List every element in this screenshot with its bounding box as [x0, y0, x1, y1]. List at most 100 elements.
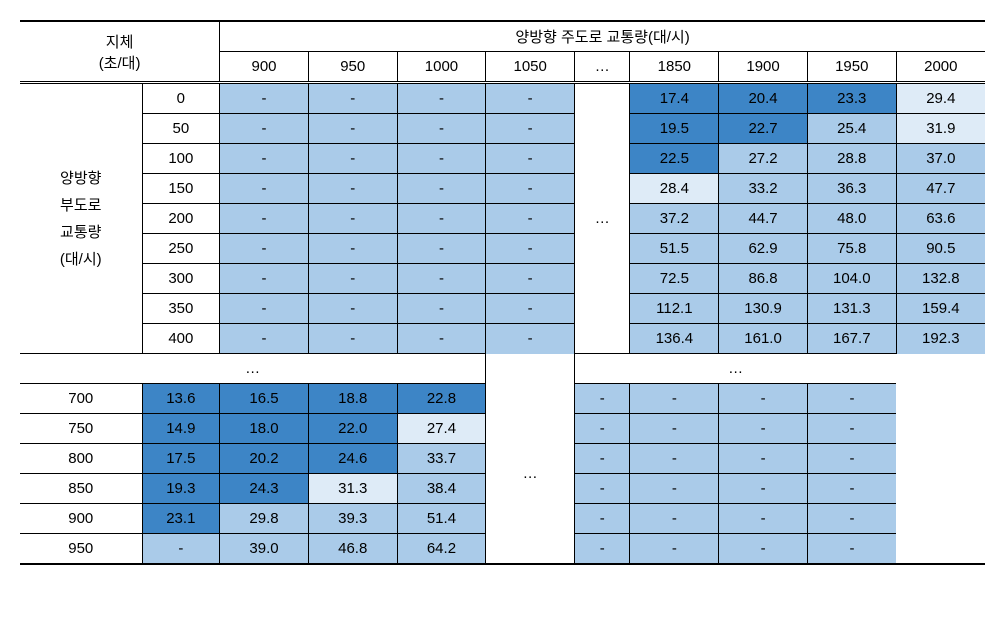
row-header-side-volume: 양방향부도로교통량(대/시) — [20, 83, 142, 354]
data-cell: - — [397, 144, 486, 174]
data-cell: 31.3 — [308, 474, 397, 504]
col-header: 1950 — [807, 52, 896, 83]
traffic-delay-table: 지체 (초/대) 양방향 주도로 교통량(대/시) 90095010001050… — [20, 20, 985, 565]
data-cell: - — [719, 504, 808, 534]
data-cell: - — [719, 444, 808, 474]
row-label: 400 — [142, 324, 220, 354]
data-cell: 37.0 — [896, 144, 985, 174]
data-cell: 22.8 — [397, 384, 486, 414]
data-cell: 46.8 — [308, 534, 397, 565]
mid-dots-left: … — [20, 354, 486, 384]
data-cell: 51.4 — [397, 504, 486, 534]
data-cell: - — [486, 294, 575, 324]
data-cell: 33.7 — [397, 444, 486, 474]
row-label: 50 — [142, 114, 220, 144]
data-cell: 27.2 — [719, 144, 808, 174]
dots-cell: … — [486, 384, 575, 565]
col-header: 1000 — [397, 52, 486, 83]
dots-cell: … — [575, 83, 630, 354]
col-header-dots: … — [575, 52, 630, 83]
data-cell: - — [308, 174, 397, 204]
data-cell: 136.4 — [630, 324, 719, 354]
data-cell: 19.5 — [630, 114, 719, 144]
data-cell: - — [486, 174, 575, 204]
data-cell: - — [397, 234, 486, 264]
data-cell: - — [575, 504, 630, 534]
data-cell: 23.3 — [807, 83, 896, 114]
row-label: 100 — [142, 144, 220, 174]
data-cell: - — [308, 114, 397, 144]
data-cell: - — [308, 83, 397, 114]
data-cell: - — [486, 83, 575, 114]
header-delay: 지체 (초/대) — [20, 21, 220, 83]
data-cell: 39.3 — [308, 504, 397, 534]
data-cell: - — [486, 324, 575, 354]
data-cell: 18.8 — [308, 384, 397, 414]
data-cell: 44.7 — [719, 204, 808, 234]
data-cell: 38.4 — [397, 474, 486, 504]
data-cell: 64.2 — [397, 534, 486, 565]
data-cell: 39.0 — [220, 534, 309, 565]
data-cell: - — [220, 174, 309, 204]
data-cell: - — [630, 444, 719, 474]
row-label: 900 — [20, 504, 142, 534]
data-cell: 132.8 — [896, 264, 985, 294]
data-cell: 17.4 — [630, 83, 719, 114]
data-cell: - — [807, 474, 896, 504]
data-cell: 28.8 — [807, 144, 896, 174]
data-cell: 90.5 — [896, 234, 985, 264]
row-label: 300 — [142, 264, 220, 294]
data-cell: 159.4 — [896, 294, 985, 324]
data-cell: 62.9 — [719, 234, 808, 264]
data-cell: - — [220, 294, 309, 324]
data-cell: - — [630, 534, 719, 565]
data-cell: - — [308, 144, 397, 174]
data-cell: 20.2 — [220, 444, 309, 474]
col-header: 1850 — [630, 52, 719, 83]
header-delay-unit: (초/대) — [20, 52, 219, 73]
data-cell: 167.7 — [807, 324, 896, 354]
data-cell: - — [397, 324, 486, 354]
data-cell: - — [719, 414, 808, 444]
data-cell: - — [397, 83, 486, 114]
data-cell: - — [308, 294, 397, 324]
header-delay-text: 지체 — [20, 31, 219, 52]
data-cell: 22.5 — [630, 144, 719, 174]
data-cell: - — [807, 504, 896, 534]
data-cell: 72.5 — [630, 264, 719, 294]
data-cell: - — [142, 534, 220, 565]
data-cell: - — [220, 234, 309, 264]
data-cell: 22.7 — [719, 114, 808, 144]
data-cell: 29.8 — [220, 504, 309, 534]
data-cell: - — [397, 174, 486, 204]
data-cell: 161.0 — [719, 324, 808, 354]
data-cell: 19.3 — [142, 474, 220, 504]
data-cell: 112.1 — [630, 294, 719, 324]
row-label: 200 — [142, 204, 220, 234]
data-cell: 13.6 — [142, 384, 220, 414]
data-cell: - — [630, 414, 719, 444]
data-cell: - — [807, 384, 896, 414]
col-header: 2000 — [896, 52, 985, 83]
data-cell: - — [220, 264, 309, 294]
data-cell: 24.3 — [220, 474, 309, 504]
data-cell: - — [575, 534, 630, 565]
row-label: 850 — [20, 474, 142, 504]
data-cell: 14.9 — [142, 414, 220, 444]
data-cell: - — [486, 234, 575, 264]
data-cell: - — [575, 414, 630, 444]
data-cell: - — [220, 204, 309, 234]
data-cell: - — [630, 474, 719, 504]
row-label: 350 — [142, 294, 220, 324]
data-cell: - — [630, 384, 719, 414]
data-cell: 31.9 — [896, 114, 985, 144]
data-cell: - — [220, 144, 309, 174]
data-cell: 104.0 — [807, 264, 896, 294]
row-label: 700 — [20, 384, 142, 414]
row-label: 0 — [142, 83, 220, 114]
data-cell: - — [397, 294, 486, 324]
data-cell: - — [486, 204, 575, 234]
data-cell: - — [220, 83, 309, 114]
data-cell: - — [220, 114, 309, 144]
data-cell: - — [308, 264, 397, 294]
